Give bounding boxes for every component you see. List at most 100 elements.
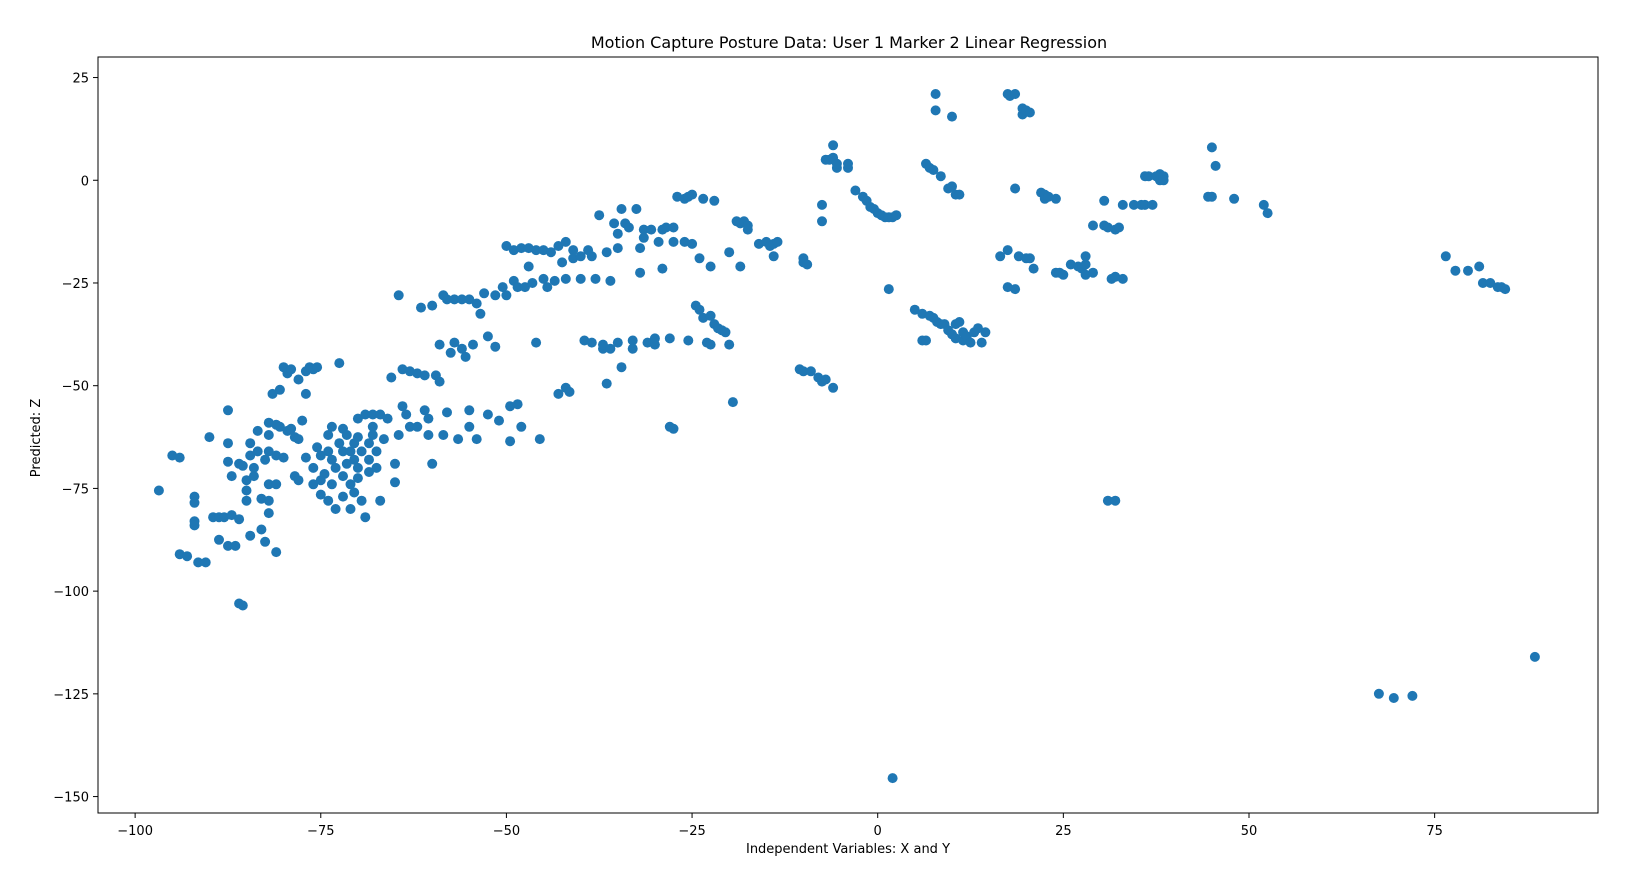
data-point [1474, 261, 1485, 272]
data-point [720, 327, 731, 338]
data-point [323, 495, 334, 506]
data-point [1099, 195, 1110, 206]
data-point [1485, 278, 1496, 288]
data-point [505, 436, 516, 447]
data-point [445, 347, 456, 358]
data-point [709, 195, 720, 206]
data-point [679, 236, 690, 247]
y-axis-label: Predicted: Z [29, 399, 44, 478]
data-point [649, 333, 660, 344]
data-point [330, 462, 341, 473]
data-point [390, 458, 400, 469]
data-point [223, 438, 233, 449]
data-point [1114, 222, 1124, 233]
data-point [1010, 183, 1021, 194]
data-point [1373, 688, 1384, 699]
data-point [512, 282, 523, 293]
data-point [1024, 107, 1035, 118]
data-point [241, 495, 252, 506]
data-point [223, 456, 233, 467]
data-point [419, 405, 430, 416]
data-point [772, 236, 783, 247]
data-point [557, 257, 568, 268]
data-point [367, 430, 378, 440]
data-point [260, 536, 271, 547]
data-point [449, 337, 460, 348]
data-point [438, 430, 449, 440]
data-point [274, 421, 285, 432]
data-point [490, 341, 501, 352]
data-point [378, 434, 389, 445]
x-tick-label: 25 [1055, 824, 1072, 839]
data-point [271, 547, 282, 558]
data-point [646, 224, 657, 235]
data-point [482, 331, 493, 342]
data-point [947, 181, 957, 192]
data-point [575, 251, 586, 262]
data-point [965, 337, 976, 348]
data-point [241, 485, 252, 496]
data-point [375, 495, 386, 506]
data-point [724, 247, 735, 258]
x-axis-ticks: −100 −75 −50 −25 0 25 50 75 [117, 813, 1443, 839]
data-point [768, 251, 779, 262]
data-point [1477, 278, 1488, 288]
data-point [263, 479, 274, 490]
data-point [549, 275, 560, 286]
data-point [464, 405, 475, 416]
data-point [360, 409, 371, 420]
data-point [612, 228, 623, 239]
data-point [1206, 142, 1217, 153]
data-point [742, 224, 753, 235]
data-point [831, 158, 842, 169]
data-point [980, 327, 991, 338]
data-point [947, 111, 957, 122]
data-point [237, 600, 248, 611]
data-point [586, 337, 597, 348]
data-point [427, 300, 438, 311]
data-point [560, 273, 571, 284]
data-point [598, 339, 608, 350]
data-point [497, 282, 508, 293]
data-point [223, 540, 233, 551]
data-point [338, 491, 348, 502]
data-point [612, 243, 623, 254]
data-point [248, 471, 259, 482]
data-point [193, 557, 204, 568]
data-point [442, 407, 452, 418]
y-tick-label: −25 [62, 277, 89, 292]
data-point [817, 216, 827, 227]
data-point [352, 413, 363, 424]
data-point [531, 337, 542, 348]
data-point [1140, 199, 1150, 210]
data-point [1110, 271, 1121, 282]
data-point [263, 495, 274, 506]
data-point [921, 335, 931, 346]
data-point [1088, 220, 1098, 231]
data-point [887, 773, 898, 784]
data-point [828, 382, 839, 393]
data-point [538, 245, 549, 256]
data-point [386, 372, 397, 383]
data-point [471, 298, 482, 309]
data-point [534, 434, 545, 445]
data-point [352, 432, 363, 443]
data-point [356, 495, 367, 506]
data-point [601, 247, 612, 258]
data-point [456, 294, 467, 305]
data-point [338, 446, 348, 457]
data-point [1262, 208, 1273, 219]
data-point [326, 479, 337, 490]
data-point [200, 557, 211, 568]
y-tick-label: −75 [62, 482, 89, 497]
data-point [494, 415, 504, 426]
data-point [635, 267, 646, 278]
data-point [1110, 495, 1121, 506]
data-point [367, 409, 378, 420]
chart-title: Motion Capture Posture Data: User 1 Mark… [591, 33, 1107, 52]
data-point [1102, 495, 1113, 506]
data-point [1080, 251, 1091, 262]
data-point [260, 454, 271, 465]
data-point [234, 514, 245, 525]
data-point [397, 401, 408, 412]
